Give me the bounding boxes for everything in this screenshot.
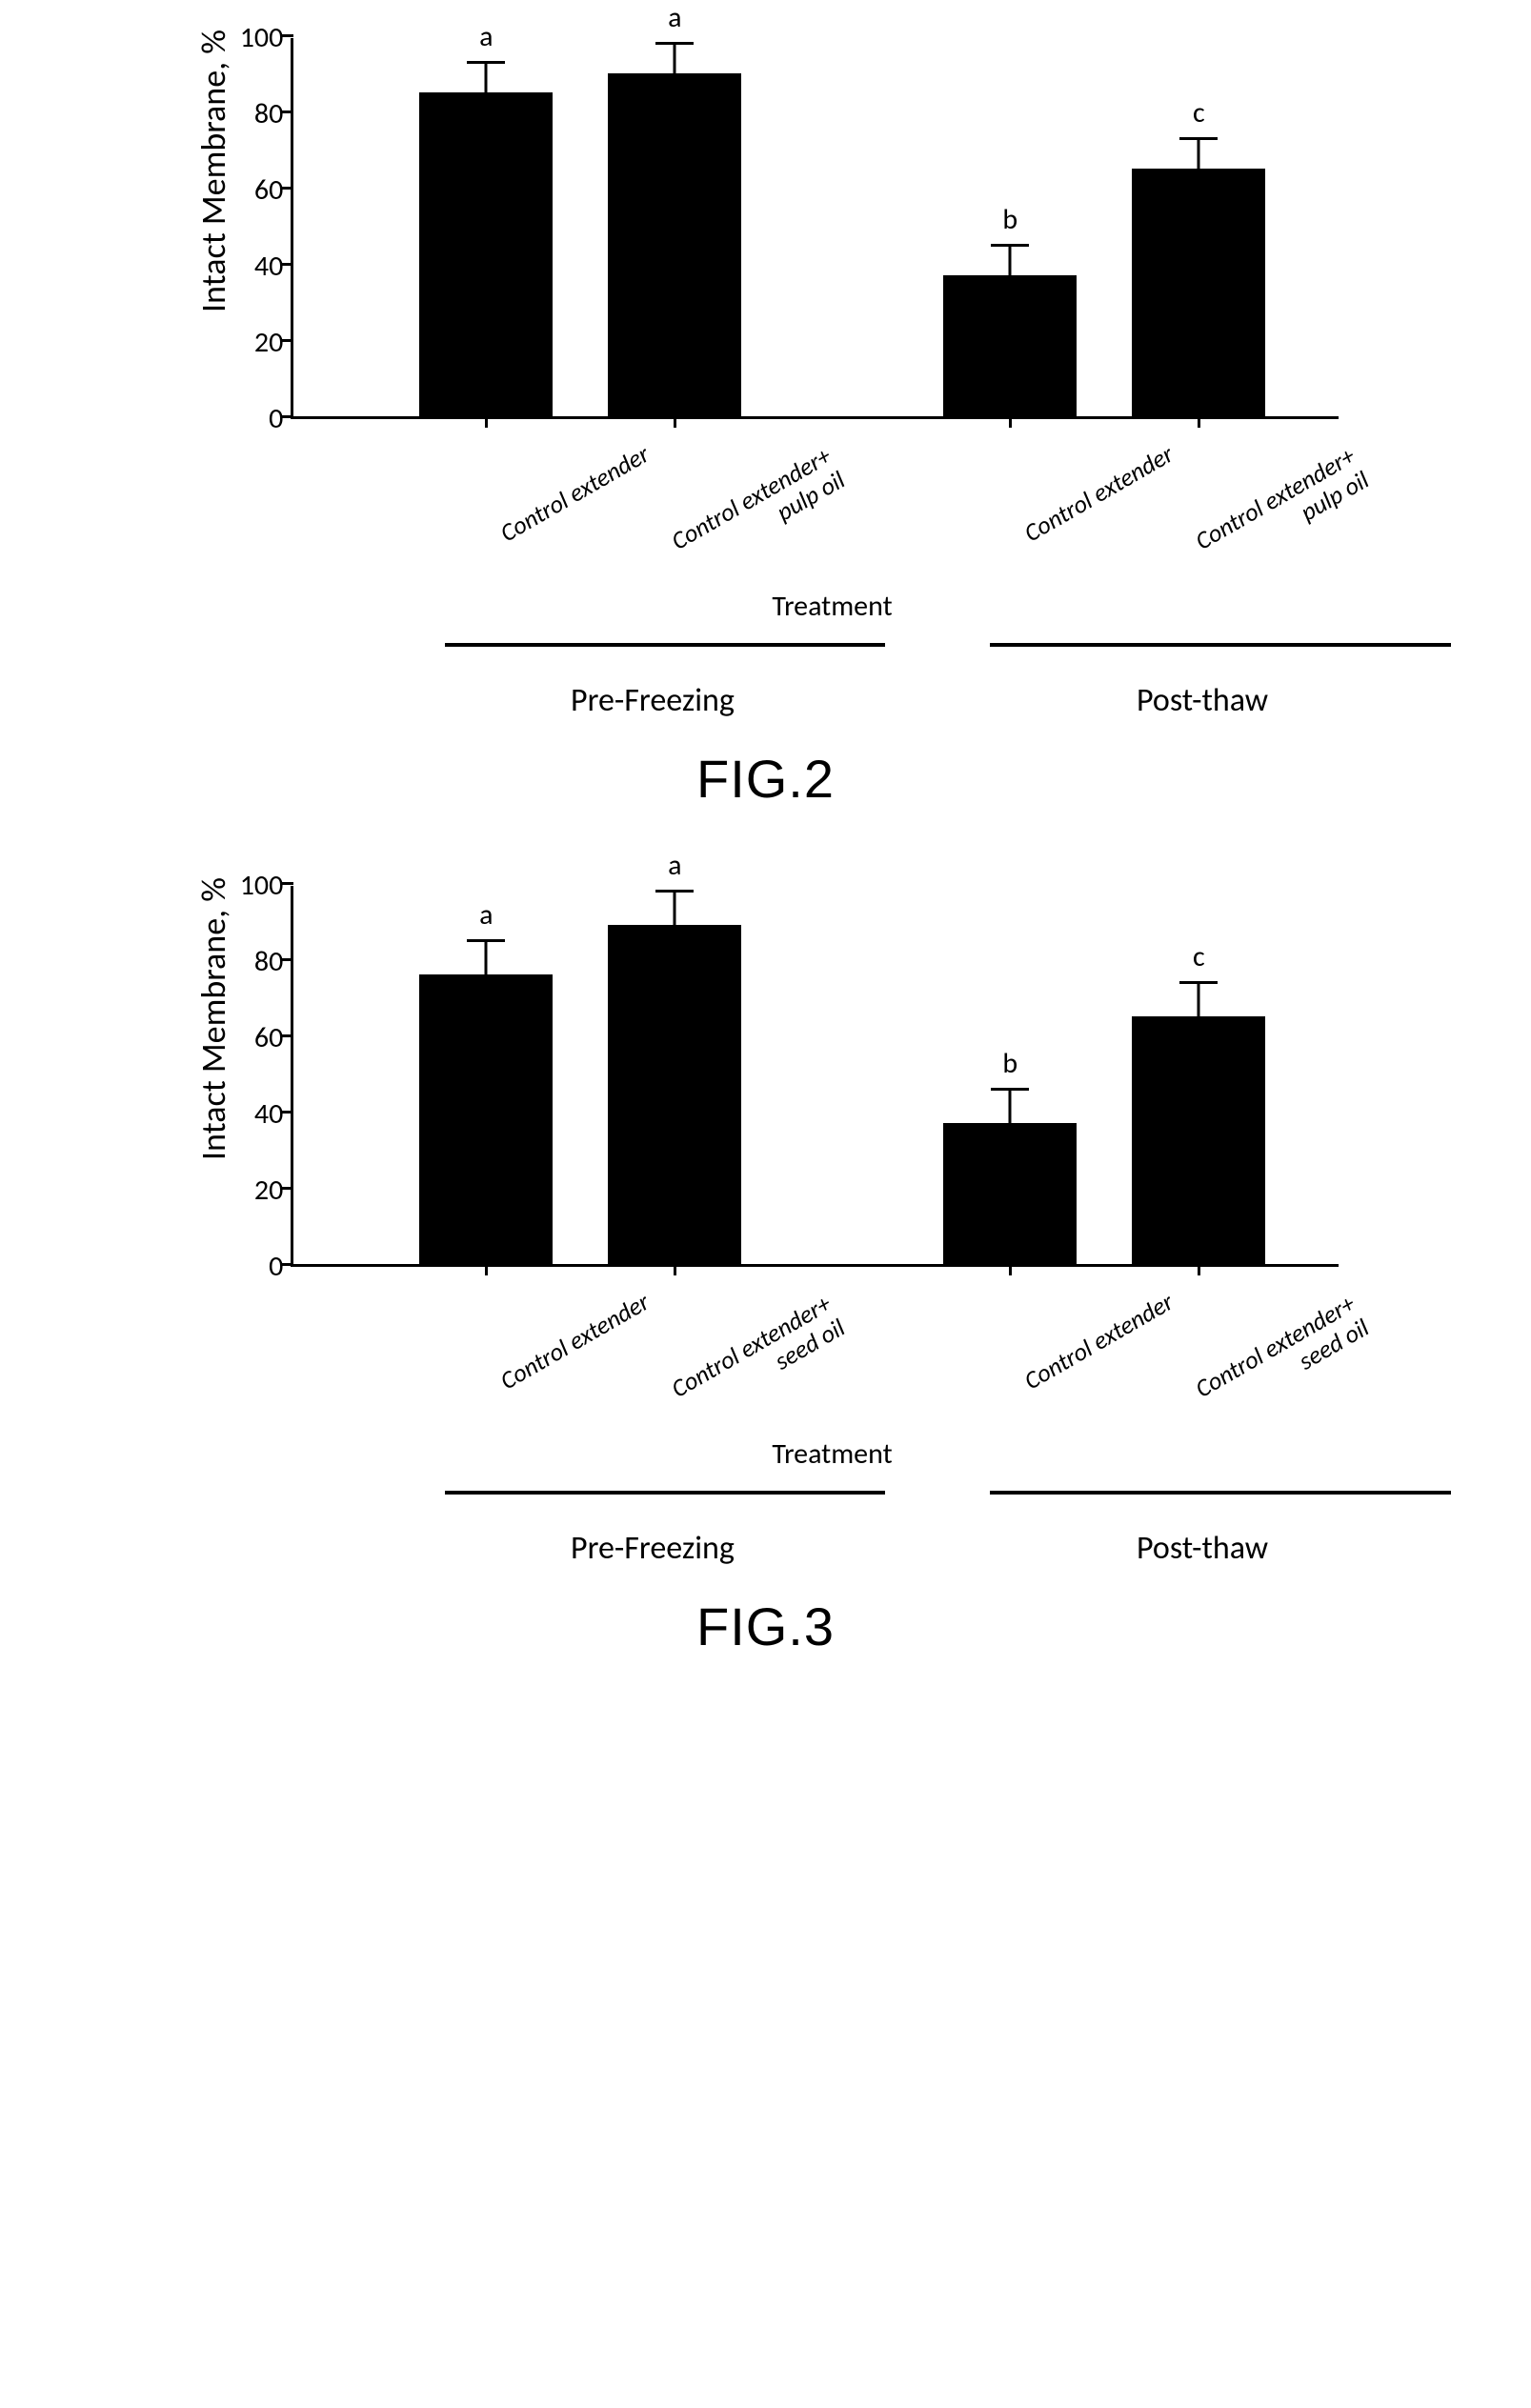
plot-area: aabc — [291, 38, 1339, 419]
significance-letter: a — [668, 0, 681, 35]
significance-letter: b — [1002, 202, 1017, 237]
bar: b — [943, 275, 1077, 416]
x-axis-label: Treatment — [772, 589, 892, 624]
error-bar — [485, 940, 488, 974]
error-bar — [674, 891, 676, 925]
x-axis-label: Treatment — [772, 1436, 892, 1472]
x-labels: Control extenderControl extender+ pulp o… — [445, 419, 1493, 581]
error-bar — [1009, 245, 1012, 275]
y-tick-mark — [282, 1034, 293, 1037]
y-tick-mark — [282, 110, 293, 113]
error-cap — [655, 890, 694, 893]
bar: c — [1132, 169, 1265, 416]
y-tick-mark — [282, 882, 293, 885]
figure-3: Intact Membrane, % 100806040200 aabc Con… — [38, 886, 1493, 1657]
bar: c — [1132, 1016, 1265, 1264]
bar: a — [608, 73, 741, 416]
x-category-label: Control extender — [495, 1288, 654, 1395]
bar: a — [419, 974, 553, 1264]
x-category-label: Control extender+ seed oil — [667, 1290, 849, 1426]
x-category-label: Control extender — [495, 440, 654, 547]
chart-wrap: Intact Membrane, % 100806040200 aabc — [192, 886, 1340, 1267]
x-category-label: Control extender+ pulp oil — [667, 442, 849, 578]
y-tick-mark — [282, 34, 293, 37]
significance-letter: a — [479, 897, 493, 933]
page: Intact Membrane, % 100806040200 aabc Con… — [38, 38, 1493, 1657]
error-cap — [1179, 137, 1218, 140]
figure-caption: FIG.3 — [696, 1595, 835, 1657]
group-label: Pre-Freezing — [571, 681, 735, 720]
significance-letter: c — [1193, 939, 1205, 974]
bar: a — [419, 92, 553, 416]
error-cap — [467, 939, 505, 942]
y-tick-mark — [282, 1111, 293, 1114]
y-tick-mark — [282, 958, 293, 961]
y-tick-mark — [282, 1263, 293, 1266]
y-ticks: 100806040200 — [240, 886, 292, 1267]
significance-letter: c — [1193, 95, 1205, 130]
group-lines — [445, 1491, 1493, 1529]
error-bar — [1198, 982, 1200, 1016]
error-bar — [674, 43, 676, 73]
error-cap — [991, 244, 1029, 247]
significance-letter: a — [479, 19, 493, 54]
y-ticks: 100806040200 — [240, 38, 292, 419]
figure-2: Intact Membrane, % 100806040200 aabc Con… — [38, 38, 1493, 810]
group-underline — [990, 643, 1451, 647]
group-underline — [990, 1491, 1451, 1495]
group-label: Post-thaw — [1137, 1529, 1268, 1568]
y-tick-mark — [282, 1187, 293, 1190]
group-labels: Pre-Freezing Post-thaw — [445, 1529, 1493, 1576]
error-bar — [1198, 138, 1200, 169]
y-tick-mark — [282, 263, 293, 266]
error-cap — [991, 1088, 1029, 1091]
x-category-label: Control extender — [1019, 1288, 1178, 1395]
group-underline — [445, 1491, 885, 1495]
error-bar — [485, 62, 488, 92]
error-cap — [1179, 981, 1218, 984]
significance-letter: b — [1002, 1046, 1017, 1081]
x-category-label: Control extender+ seed oil — [1191, 1290, 1373, 1426]
error-cap — [655, 42, 694, 45]
error-bar — [1009, 1089, 1012, 1123]
x-labels: Control extenderControl extender+ seed o… — [445, 1267, 1493, 1429]
group-lines — [445, 643, 1493, 681]
error-cap — [467, 61, 505, 64]
significance-letter: a — [668, 848, 681, 883]
y-tick-mark — [282, 339, 293, 342]
chart-wrap: Intact Membrane, % 100806040200 aabc — [192, 38, 1340, 419]
x-category-label: Control extender+ pulp oil — [1191, 442, 1373, 578]
bar: a — [608, 925, 741, 1264]
y-tick-mark — [282, 187, 293, 190]
figure-caption: FIG.2 — [696, 748, 835, 810]
y-axis-label: Intact Membrane, % — [192, 877, 234, 1160]
group-label: Pre-Freezing — [571, 1529, 735, 1568]
y-axis-label: Intact Membrane, % — [192, 30, 234, 312]
group-labels: Pre-Freezing Post-thaw — [445, 681, 1493, 729]
y-tick-mark — [282, 415, 293, 418]
group-underline — [445, 643, 885, 647]
bar: b — [943, 1123, 1077, 1264]
group-label: Post-thaw — [1137, 681, 1268, 720]
x-category-label: Control extender — [1019, 440, 1178, 547]
plot-area: aabc — [291, 886, 1339, 1267]
